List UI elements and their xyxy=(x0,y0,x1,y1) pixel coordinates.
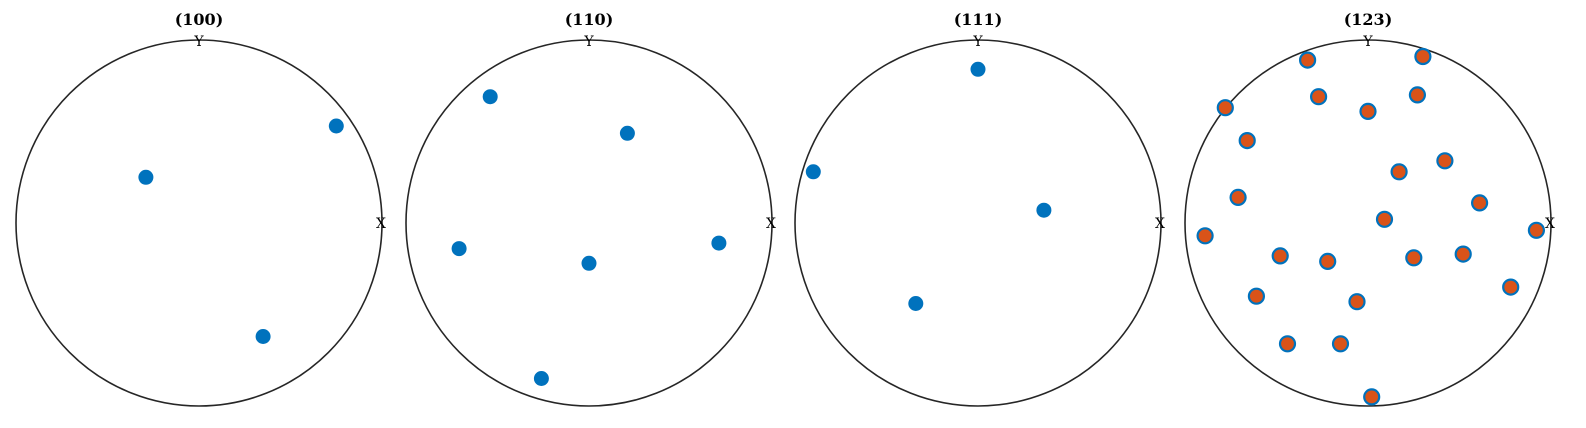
data-point xyxy=(1414,47,1432,66)
pole-figure-title: (100) xyxy=(175,10,224,29)
pole-figure-panel: (111) Y X xyxy=(794,10,1165,407)
data-point xyxy=(1216,99,1234,117)
data-point xyxy=(328,118,344,134)
pole-figure-title: (123) xyxy=(1344,10,1393,29)
pole-figure-panel: (123) Y X xyxy=(1184,10,1555,407)
data-point xyxy=(1527,221,1546,239)
data-point xyxy=(1502,278,1520,296)
data-point xyxy=(1271,247,1289,265)
y-axis-label: Y xyxy=(972,34,983,50)
data-point xyxy=(1331,335,1350,353)
data-point xyxy=(1359,102,1377,121)
data-point xyxy=(482,89,498,105)
data-point xyxy=(1408,86,1427,104)
y-axis-label: Y xyxy=(1362,34,1373,50)
data-point xyxy=(1375,210,1394,228)
data-points xyxy=(805,61,1052,311)
data-point xyxy=(1309,88,1328,106)
pole-figure-panel: (110) Y X xyxy=(405,10,776,407)
pole-figure-circle xyxy=(1184,39,1552,407)
data-point xyxy=(138,169,154,185)
pole-figure-panel: (100) Y X xyxy=(15,10,386,407)
data-point xyxy=(581,255,597,271)
data-point xyxy=(1036,202,1052,218)
data-point xyxy=(1363,388,1381,406)
data-point xyxy=(908,296,924,311)
data-point xyxy=(970,61,986,77)
data-point xyxy=(619,125,635,141)
data-point xyxy=(1390,163,1408,181)
data-point xyxy=(1247,287,1266,305)
y-axis-label: Y xyxy=(193,34,204,50)
data-points xyxy=(451,89,727,386)
data-point xyxy=(1196,227,1214,245)
data-point xyxy=(1298,51,1317,69)
data-point xyxy=(1436,152,1454,170)
x-axis-label: X xyxy=(1155,216,1165,232)
data-point xyxy=(1238,132,1256,150)
x-axis-label: X xyxy=(766,216,776,232)
data-point xyxy=(255,329,271,344)
data-point xyxy=(1278,335,1297,353)
data-point xyxy=(1405,249,1423,267)
data-point xyxy=(805,164,821,180)
pole-figure-title: (111) xyxy=(954,10,1003,29)
data-point xyxy=(1454,245,1472,263)
data-point xyxy=(1319,252,1337,270)
data-point xyxy=(533,371,549,386)
pole-figure-title: (110) xyxy=(565,10,614,29)
data-point xyxy=(711,235,727,251)
pole-figure-circle xyxy=(405,39,773,407)
y-axis-label: Y xyxy=(583,34,594,50)
data-points xyxy=(1196,47,1546,406)
data-point xyxy=(451,241,467,257)
pole-figure-circle xyxy=(794,39,1162,407)
data-points xyxy=(138,118,344,344)
x-axis-label: X xyxy=(376,216,386,232)
data-point xyxy=(1229,188,1247,206)
x-axis-label: X xyxy=(1545,216,1555,232)
pole-figure-circle xyxy=(15,39,383,407)
data-point xyxy=(1470,194,1489,212)
data-point xyxy=(1348,293,1366,311)
